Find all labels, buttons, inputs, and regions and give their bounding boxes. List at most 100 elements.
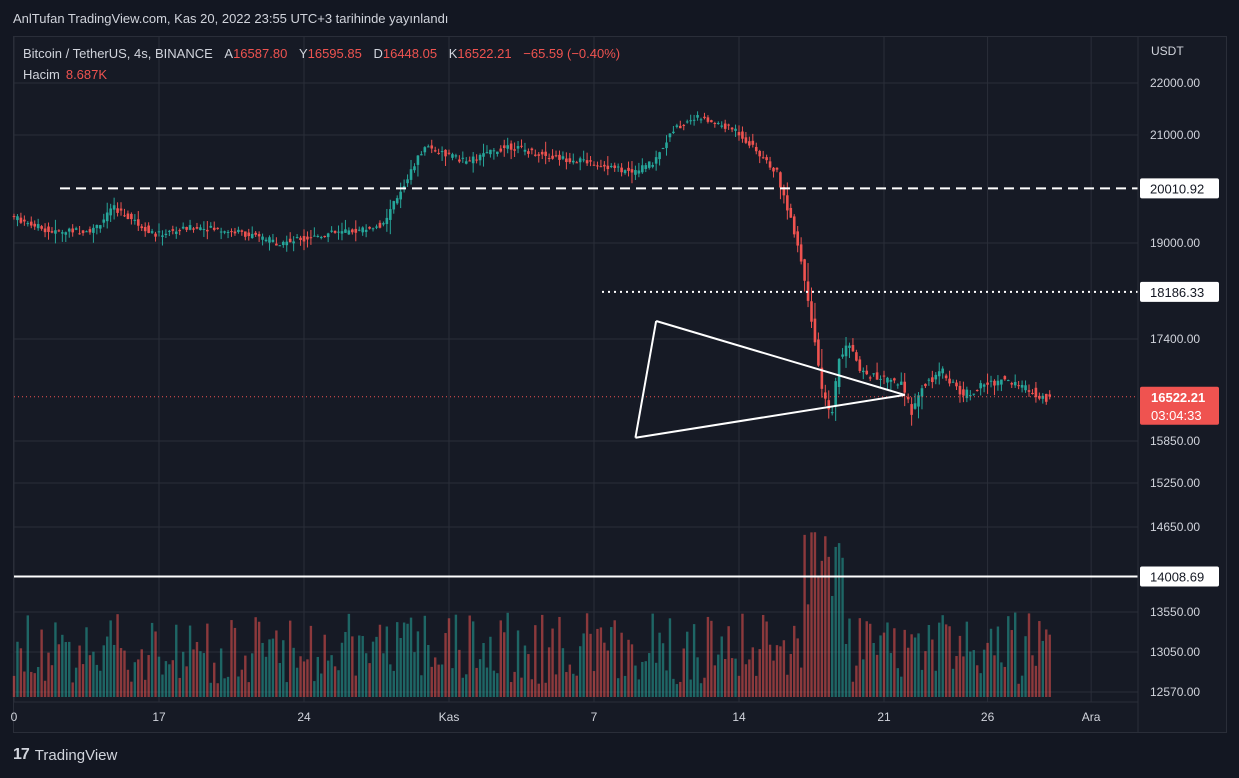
volume-bar xyxy=(744,664,748,697)
candle-body xyxy=(130,213,133,220)
candle-body xyxy=(40,226,43,229)
candle-body xyxy=(834,381,837,407)
volume-bar xyxy=(68,641,71,697)
low-value: 16448.05 xyxy=(382,46,438,61)
footer-brand[interactable]: 17 TradingView xyxy=(13,746,117,764)
volume-bar xyxy=(568,664,572,697)
candle-body xyxy=(882,375,886,377)
candle-body xyxy=(195,227,199,229)
volume-bar xyxy=(471,621,475,697)
volume-bars xyxy=(12,532,1051,697)
candle-body xyxy=(582,159,585,161)
candle-body xyxy=(540,151,544,155)
candle-body xyxy=(92,227,95,233)
candle-body xyxy=(668,133,672,138)
volume-bar xyxy=(161,674,164,697)
x-tick-label: 26 xyxy=(981,710,995,724)
volume-bar xyxy=(799,667,803,697)
candle-body xyxy=(765,157,768,161)
x-tick-label: 21 xyxy=(877,710,891,724)
grid xyxy=(13,37,1138,702)
close-label: K xyxy=(448,46,458,61)
candle-body xyxy=(254,232,257,235)
volume-bar xyxy=(944,624,948,697)
volume-bar xyxy=(309,625,313,697)
volume-bar xyxy=(74,667,78,697)
candle-body xyxy=(361,227,364,233)
candle-body xyxy=(406,179,409,184)
volume-bar xyxy=(240,669,244,697)
candle-body xyxy=(275,243,278,246)
volume-bar xyxy=(368,663,371,697)
volume-bar xyxy=(824,536,827,697)
candle-body xyxy=(1024,385,1027,391)
candle-body xyxy=(958,385,962,395)
volume-bar xyxy=(786,674,789,697)
volume-bar xyxy=(651,613,654,697)
volume-bar xyxy=(192,649,195,697)
candle-body xyxy=(140,226,144,229)
candle-body xyxy=(841,354,844,357)
candle-body xyxy=(506,145,509,149)
candle-body xyxy=(537,154,541,156)
candle-body xyxy=(430,145,434,149)
volume-bar xyxy=(938,622,941,697)
volume-bar xyxy=(496,673,499,697)
volume-bar xyxy=(761,614,765,697)
candle-body xyxy=(982,384,986,387)
candle-body xyxy=(658,152,661,160)
candle-body xyxy=(1006,380,1010,382)
candle-body xyxy=(1013,381,1017,386)
candle-body xyxy=(433,150,437,152)
volume-bar xyxy=(958,635,962,697)
candle-body xyxy=(313,235,316,237)
volume-bar xyxy=(606,650,610,697)
candle-body xyxy=(623,170,627,174)
candle-body xyxy=(955,382,958,387)
candle-body xyxy=(558,154,561,160)
candle-body xyxy=(868,377,872,379)
volume-bar xyxy=(965,621,969,697)
horizontal-levels: 20010.92 18186.33 14008.69 16522.21 03:04:33 xyxy=(14,178,1219,587)
volume-bar xyxy=(827,556,830,697)
volume-bar xyxy=(541,614,544,697)
candle-body xyxy=(751,140,755,145)
candle-body xyxy=(523,149,527,152)
candle-body xyxy=(250,233,254,239)
volume-bar xyxy=(751,647,755,697)
candle-body xyxy=(1044,393,1048,402)
candle-body xyxy=(806,281,810,301)
candle-body xyxy=(641,165,644,173)
candle-body xyxy=(78,233,81,235)
candle-body xyxy=(1031,392,1034,395)
volume-bar xyxy=(661,643,665,697)
candle-body xyxy=(161,235,164,237)
volume-bar xyxy=(699,683,703,697)
volume-bar xyxy=(551,628,554,697)
candle-body xyxy=(848,345,851,348)
candle-body xyxy=(713,123,717,125)
volume-bar xyxy=(720,636,723,697)
candle-body xyxy=(216,227,219,229)
candle-body xyxy=(105,212,109,222)
candle-body xyxy=(830,412,834,414)
candle-body xyxy=(596,165,599,167)
candle-body xyxy=(796,231,799,246)
candle-body xyxy=(993,380,996,386)
candle-body xyxy=(123,215,126,217)
tradingview-logo-icon: 17 xyxy=(13,746,30,763)
volume-bar xyxy=(447,618,451,697)
candle-countdown: 03:04:33 xyxy=(1151,408,1202,423)
y-tick-label: 22000.00 xyxy=(1150,76,1200,90)
volume-bar xyxy=(92,651,95,697)
candle-body xyxy=(737,132,741,136)
volume-bar xyxy=(910,634,913,697)
volume-bar xyxy=(679,681,682,697)
chart-pane[interactable] xyxy=(13,36,1227,733)
volume-bar xyxy=(396,622,399,697)
candle-body xyxy=(382,223,385,225)
volume-bar xyxy=(603,642,606,697)
candle-body xyxy=(119,208,123,211)
candle-body xyxy=(527,151,530,154)
